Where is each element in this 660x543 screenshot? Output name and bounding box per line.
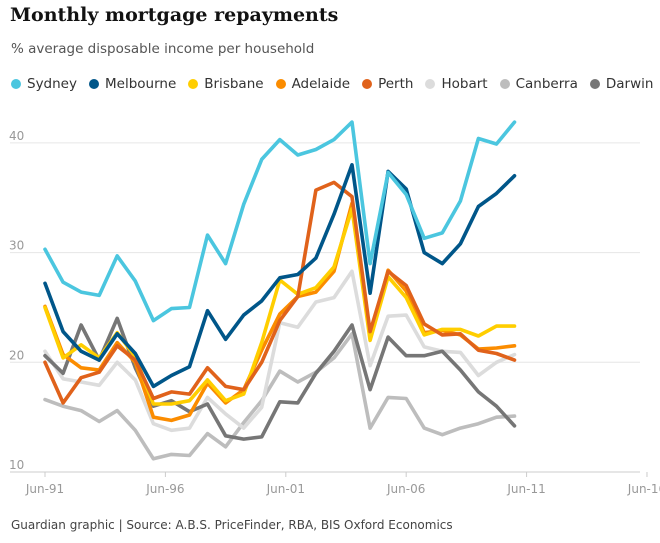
- series-line-melbourne: [43, 163, 517, 389]
- y-tick-label: 40: [9, 129, 24, 143]
- source-note: Guardian graphic | Source: A.B.S. PriceF…: [11, 518, 453, 532]
- y-tick-label: 30: [9, 239, 24, 253]
- x-tick-label: Jun-96: [145, 482, 184, 496]
- legend-label: Adelaide: [291, 76, 351, 92]
- legend-item-adelaide: Adelaide: [275, 76, 351, 92]
- legend-swatch: [88, 79, 99, 89]
- legend-swatch: [275, 79, 286, 89]
- legend-swatch: [188, 79, 199, 89]
- series-line-canberra: [43, 331, 517, 461]
- y-tick-label: 10: [9, 458, 24, 472]
- legend-item-hobart: Hobart: [425, 76, 488, 92]
- series-line-adelaide: [43, 201, 517, 423]
- legend-label: Melbourne: [104, 76, 177, 92]
- legend-label: Darwin: [605, 76, 654, 92]
- legend-swatch: [499, 79, 510, 89]
- legend-label: Sydney: [27, 76, 77, 92]
- legend-swatch: [11, 79, 21, 89]
- chart-subtitle: % average disposable income per househol…: [11, 41, 315, 57]
- legend-item-melbourne: Melbourne: [88, 76, 177, 92]
- series-line-sydney: [43, 120, 517, 323]
- y-tick-label: 20: [9, 348, 24, 362]
- legend-item-sydney: Sydney: [11, 76, 77, 92]
- x-tick-label: Jun-11: [506, 482, 545, 496]
- legend-item-brisbane: Brisbane: [188, 76, 264, 92]
- legend-label: Perth: [378, 76, 414, 92]
- series-line-darwin: [43, 316, 517, 441]
- legend-label: Hobart: [441, 76, 488, 92]
- x-tick-label: Jun-06: [386, 482, 425, 496]
- x-tick-label: Jun-16: [627, 482, 660, 496]
- legend-item-perth: Perth: [362, 76, 413, 92]
- legend-item-canberra: Canberra: [499, 76, 578, 92]
- legend-label: Canberra: [515, 76, 578, 92]
- legend: Sydney Melbourne Brisbane Adelaide Perth Hoba…: [11, 76, 660, 92]
- legend-swatch: [362, 79, 373, 89]
- x-tick-label: Jun-91: [25, 482, 64, 496]
- legend-swatch: [425, 79, 436, 89]
- line-chart: 10 20 30 40 Jun-91 Jun-96 Jun-01 Jun-06 Jun-11 Ju…: [9, 120, 660, 496]
- x-tick-label: Jun-01: [266, 482, 305, 496]
- legend-label: Brisbane: [204, 76, 264, 92]
- series-line-perth: [43, 180, 517, 405]
- legend-swatch: [589, 79, 600, 89]
- series-line-brisbane: [43, 206, 517, 406]
- legend-item-darwin: Darwin: [589, 76, 654, 92]
- chart-title: Monthly mortgage repayments: [10, 4, 339, 26]
